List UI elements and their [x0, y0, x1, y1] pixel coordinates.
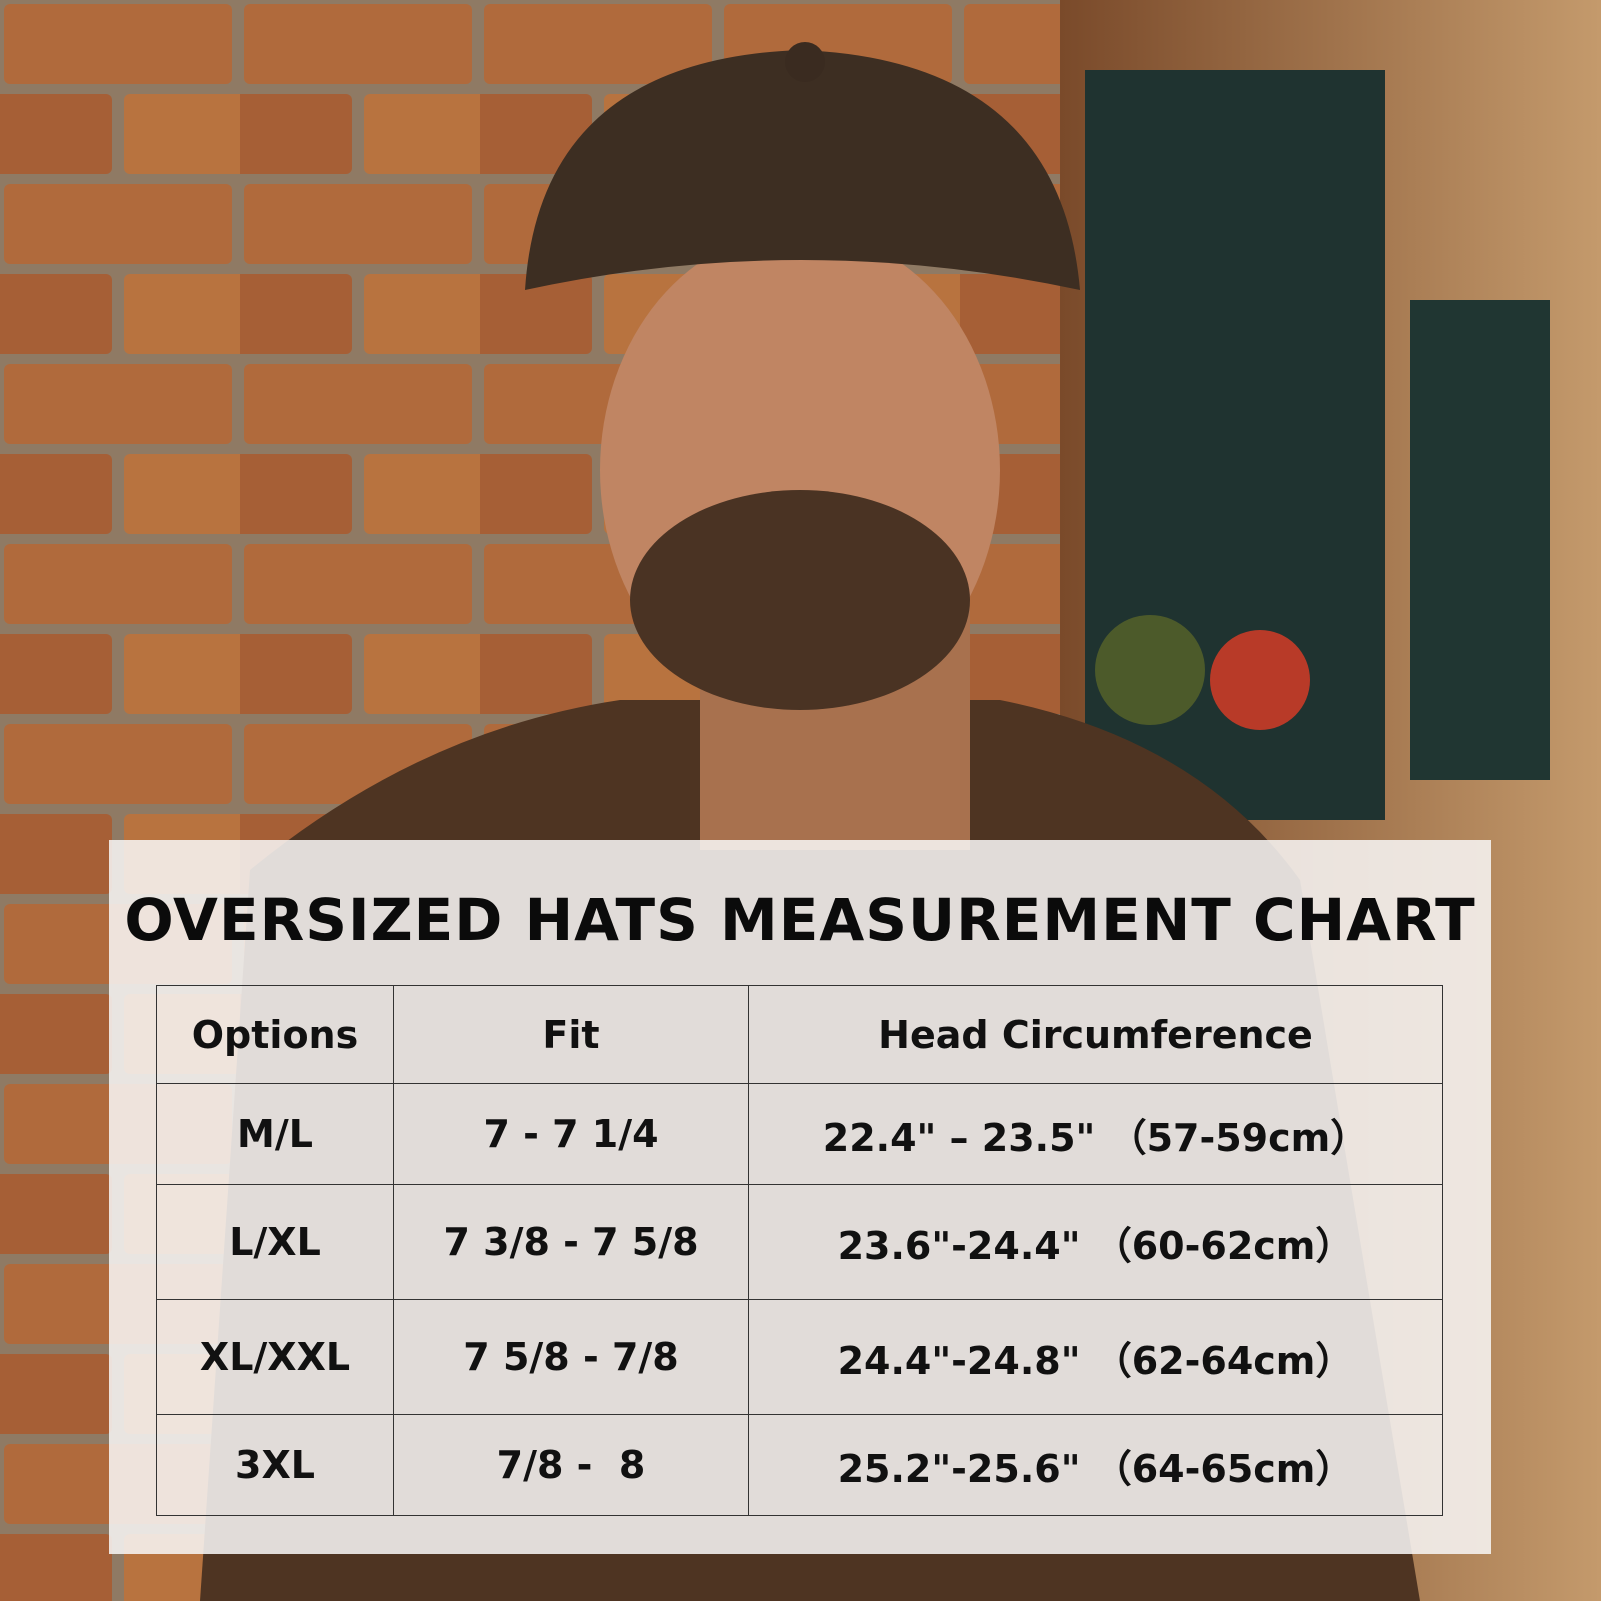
measurement-panel: OVERSIZED HATS MEASUREMENT CHART Options…: [109, 840, 1491, 1554]
header-cell: Head Circumference: [748, 985, 1443, 1084]
cell: 7 - 7 1/4: [393, 1083, 749, 1185]
table-row: 3XL 7/8 - 8 25.2"-25.6" （64-65cm）: [156, 1414, 1443, 1516]
cell: 7 5/8 - 7/8: [393, 1299, 749, 1415]
chart-title: OVERSIZED HATS MEASUREMENT CHART: [124, 886, 1476, 954]
cell: 3XL: [156, 1414, 394, 1516]
table-row: M/L 7 - 7 1/4 22.4" – 23.5" （57-59cm）: [156, 1083, 1443, 1185]
cell: XL/XXL: [156, 1299, 394, 1415]
header-row: Options Fit Head Circumference: [156, 985, 1443, 1084]
cell: 22.4" – 23.5" （57-59cm）: [748, 1083, 1443, 1185]
cell: M/L: [156, 1083, 394, 1185]
header-cell: Options: [156, 985, 394, 1084]
cell: 23.6"-24.4" （60-62cm）: [748, 1184, 1443, 1300]
header-cell: Fit: [393, 985, 749, 1084]
cell: 7/8 - 8: [393, 1414, 749, 1516]
table-row: L/XL 7 3/8 - 7 5/8 23.6"-24.4" （60-62cm）: [156, 1184, 1443, 1300]
cell: L/XL: [156, 1184, 394, 1300]
table-row: XL/XXL 7 5/8 - 7/8 24.4"-24.8" （62-64cm）: [156, 1299, 1443, 1415]
cell: 7 3/8 - 7 5/8: [393, 1184, 749, 1300]
cell: 25.2"-25.6" （64-65cm）: [748, 1414, 1443, 1516]
cell: 24.4"-24.8" （62-64cm）: [748, 1299, 1443, 1415]
size-table: Options Fit Head Circumference M/L 7 - 7…: [156, 985, 1443, 1516]
